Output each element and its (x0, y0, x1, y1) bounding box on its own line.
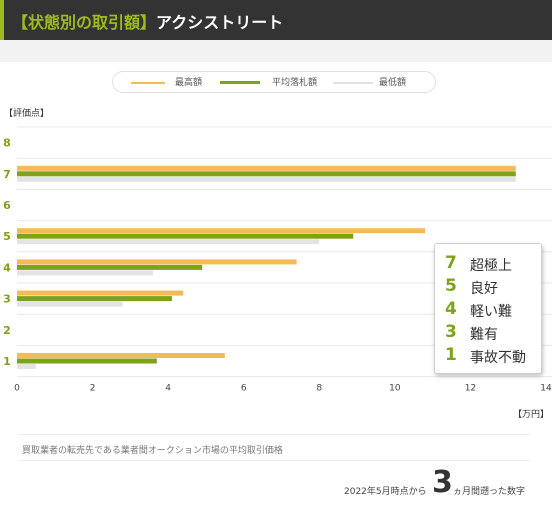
x-tick-label: 4 (165, 384, 171, 394)
bar-min (17, 270, 154, 276)
x-tick-label: 6 (241, 384, 247, 394)
x-tick-label: 14 (540, 384, 552, 394)
x-tick-label: 12 (465, 384, 476, 394)
legend-label-min: 最低額 (379, 78, 407, 88)
bar-avg (17, 233, 354, 239)
header-title: 【状態別の取引額】アクシストリート (12, 9, 283, 33)
score-number: 1 (445, 345, 457, 365)
y-category-label: 8 (3, 137, 11, 150)
x-tick-label: 0 (14, 384, 20, 394)
y-category-label: 4 (3, 261, 11, 274)
bar-min (17, 301, 123, 307)
x-tick-label: 2 (90, 384, 96, 394)
x-axis-unit-label: 【万円】 (513, 410, 550, 420)
y-category-label: 3 (3, 293, 11, 306)
bar-max (17, 353, 225, 358)
y-category-label: 1 (3, 355, 11, 368)
bar-avg (17, 358, 157, 364)
header-title-name: アクシストリート (156, 13, 284, 32)
header-title-tag: 【状態別の取引額】 (12, 13, 157, 32)
page-header: 【状態別の取引額】アクシストリート (0, 0, 552, 40)
y-category-label: 5 (3, 230, 11, 243)
bar-min (17, 176, 516, 182)
bar-max (17, 290, 184, 296)
bar-min (17, 239, 320, 245)
bar-avg (17, 264, 203, 270)
period-prefix: 2022年5月時点から (344, 487, 427, 497)
y-axis-unit-label: 【評価点】 (4, 109, 50, 119)
score-description: 良好 (470, 281, 498, 297)
header-accent-bar (0, 0, 4, 40)
score-description: 軽い難 (470, 304, 512, 320)
bar-max (17, 228, 426, 234)
bar-max (17, 259, 297, 265)
bar-min (17, 364, 36, 369)
score-description: 難有 (470, 327, 498, 343)
score-number: 5 (445, 276, 457, 296)
source-note: 買取業者の転売先である業者間オークション市場の平均取引価格 (22, 446, 283, 456)
x-tick-label: 8 (316, 384, 322, 394)
legend-swatch-max (131, 82, 165, 84)
period-suffix: ヵ月間遡った数字 (453, 487, 526, 497)
note-divider-top (18, 434, 530, 435)
y-category-label: 2 (3, 324, 11, 337)
score-number: 7 (445, 253, 457, 273)
bar-max (17, 165, 516, 171)
score-description: 超極上 (470, 258, 512, 274)
legend-swatch-min (333, 82, 373, 84)
score-number: 3 (445, 322, 457, 342)
legend-swatch-avg (220, 81, 260, 84)
period-months: 3 (432, 465, 453, 500)
x-tick-label: 10 (389, 384, 401, 394)
note-divider-bottom (18, 460, 530, 461)
y-category-label: 6 (3, 199, 11, 212)
bar-avg (17, 171, 516, 177)
score-number: 4 (445, 299, 457, 319)
score-legend-box: 7 超極上 5 良好 4 軽い難 3 難有 1 事故不動 (434, 243, 542, 374)
y-category-label: 7 (3, 168, 11, 181)
legend-label-avg: 平均落札額 (272, 78, 318, 88)
bar-avg (17, 296, 172, 302)
header-subband (0, 40, 552, 62)
score-description: 事故不動 (470, 350, 526, 366)
chart-legend: 最高額 平均落札額 最低額 (112, 71, 436, 93)
legend-label-max: 最高額 (175, 78, 203, 88)
